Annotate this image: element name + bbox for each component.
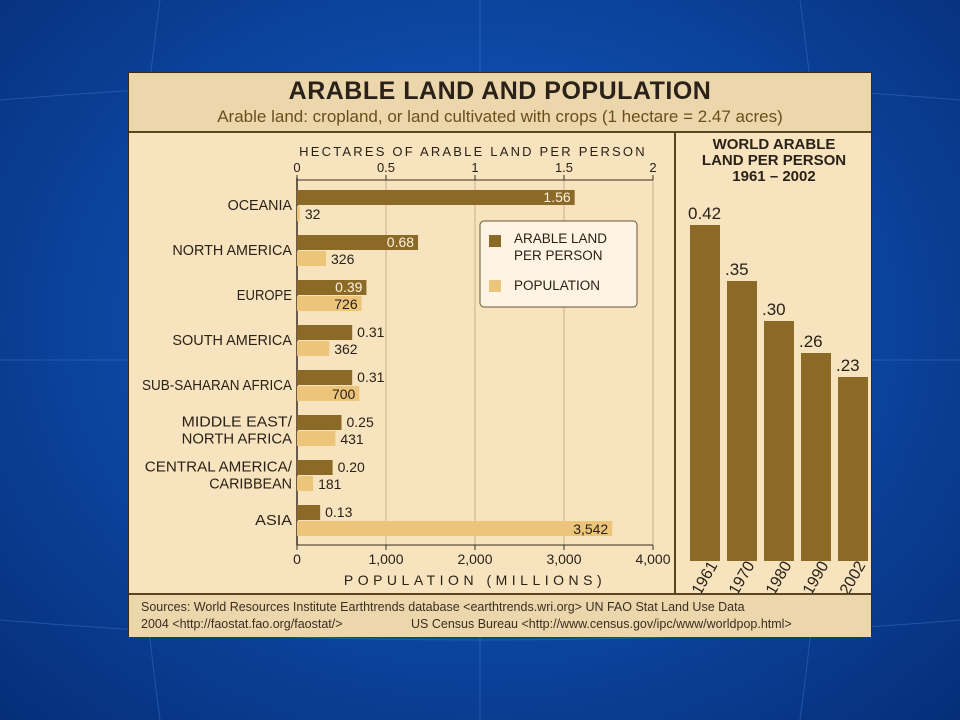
sources-line-2a: 2004 <http://faostat.fao.org/faostat/> xyxy=(141,617,343,631)
arable-value-label: 0.20 xyxy=(338,459,365,475)
population-bar xyxy=(297,521,613,536)
sources-line-2b: US Census Bureau <http://www.census.gov/… xyxy=(411,617,792,631)
title-band: ARABLE LAND AND POPULATION Arable land: … xyxy=(129,73,871,133)
bottom-axis-tick-label: 1,000 xyxy=(368,551,403,567)
arable-value-label: 0.31 xyxy=(357,324,384,340)
category-label: MIDDLE EAST/ xyxy=(182,414,293,431)
arable-value-label: 0.25 xyxy=(347,414,374,430)
world-arable-title-line: LAND PER PERSON xyxy=(701,152,847,169)
bottom-axis-tick-label: 0 xyxy=(293,551,301,567)
top-axis-tick-label: 0 xyxy=(293,160,300,175)
bottom-axis-tick-label: 3,000 xyxy=(546,551,581,567)
arable-value-label: 0.68 xyxy=(387,234,414,250)
category-label: CARIBBEAN xyxy=(209,476,292,493)
arable-bar xyxy=(297,325,353,340)
top-axis-tick-label: 2 xyxy=(649,160,656,175)
infographic-panel: ARABLE LAND AND POPULATION Arable land: … xyxy=(128,72,872,637)
world-arable-title-line: 1961 – 2002 xyxy=(732,168,816,185)
top-axis-tick-label: 1 xyxy=(471,160,478,175)
population-bar xyxy=(297,341,330,356)
world-arable-bar xyxy=(801,353,831,561)
arable-value-label: 1.56 xyxy=(543,189,570,205)
bottom-axis-tick-label: 2,000 xyxy=(457,551,492,567)
legend-label-arable: PER PERSON xyxy=(514,248,603,263)
world-arable-chart-title: WORLD ARABLE LAND PER PERSON 1961 – 2002 xyxy=(677,137,871,185)
chart-subtitle: Arable land: cropland, or land cultivate… xyxy=(217,107,783,126)
arable-value-label: 0.31 xyxy=(357,369,384,385)
arable-value-label: 0.39 xyxy=(335,279,362,295)
category-label: NORTH AMERICA xyxy=(172,242,292,259)
legend-label-population: POPULATION xyxy=(514,278,600,293)
world-arable-value-label: .30 xyxy=(762,300,786,319)
world-arable-land-chart: 0.42 1961 .35 1970 .30 1980 .26 1990 .23 2002 xyxy=(688,204,870,593)
population-value-label: 181 xyxy=(318,476,342,492)
arable-value-label: 0.13 xyxy=(325,504,352,520)
world-arable-year-label: 1970 xyxy=(726,558,759,593)
world-arable-value-label: 0.42 xyxy=(688,204,721,223)
arable-bar xyxy=(297,235,419,250)
arable-bar xyxy=(297,460,333,475)
population-bar xyxy=(297,296,362,311)
world-arable-bar xyxy=(764,321,794,561)
world-arable-value-label: .35 xyxy=(725,260,749,279)
arable-bar xyxy=(297,505,321,520)
world-arable-value-label: .23 xyxy=(836,356,860,375)
panel-divider xyxy=(674,131,676,593)
category-label: SUB-SAHARAN AFRICA xyxy=(142,377,292,394)
sources-line-1: Sources: World Resources Institute Earth… xyxy=(141,600,745,614)
category-label: CENTRAL AMERICA/ xyxy=(145,459,293,476)
world-arable-title-line: WORLD ARABLE xyxy=(712,136,836,153)
population-value-label: 362 xyxy=(334,341,358,357)
chart-title: ARABLE LAND AND POPULATION xyxy=(288,77,712,105)
world-arable-bar xyxy=(690,225,720,561)
population-bar xyxy=(297,251,327,266)
top-axis-tick-label: 1.5 xyxy=(555,160,573,175)
population-value-label: 326 xyxy=(331,251,355,267)
population-value-label: 700 xyxy=(332,386,356,402)
population-value-label: 431 xyxy=(340,431,364,447)
population-value-label: 3,542 xyxy=(573,521,608,537)
world-arable-year-label: 1961 xyxy=(689,558,722,593)
category-label: EUROPE xyxy=(237,287,292,304)
legend-box xyxy=(479,220,638,308)
population-bar xyxy=(297,206,300,221)
category-label: OCEANIA xyxy=(228,197,292,214)
world-arable-bar xyxy=(727,281,757,561)
legend: ARABLE LAND PER PERSON POPULATION xyxy=(479,220,638,308)
legend-label-arable: ARABLE LAND xyxy=(514,231,607,246)
population-value-label: 726 xyxy=(334,296,358,312)
legend-swatch-population xyxy=(489,280,501,292)
arable-bar xyxy=(297,190,575,205)
world-arable-year-label: 2002 xyxy=(837,558,870,593)
population-value-label: 32 xyxy=(305,206,321,222)
arable-bar xyxy=(297,415,342,430)
sources-footer: Sources: World Resources Institute Earth… xyxy=(129,593,871,637)
category-label: SOUTH AMERICA xyxy=(172,332,292,349)
arable-bar xyxy=(297,370,353,385)
world-arable-value-label: .26 xyxy=(799,332,823,351)
top-axis-tick-label: 0.5 xyxy=(377,160,395,175)
top-axis-label: HECTARES OF ARABLE LAND PER PERSON xyxy=(299,144,647,159)
legend-swatch-arable xyxy=(489,235,501,247)
arable-bar xyxy=(297,280,367,295)
population-bar xyxy=(297,476,314,491)
population-bar xyxy=(297,431,336,446)
category-label: NORTH AFRICA xyxy=(182,431,292,448)
bottom-axis-label: POPULATION (MILLIONS) xyxy=(344,572,606,588)
population-bar xyxy=(297,386,360,401)
bottom-axis-tick-label: 4,000 xyxy=(635,551,670,567)
world-arable-year-label: 1990 xyxy=(800,558,833,593)
world-arable-year-label: 1980 xyxy=(763,558,796,593)
world-arable-bar xyxy=(838,377,868,561)
category-label: ASIA xyxy=(255,512,292,529)
